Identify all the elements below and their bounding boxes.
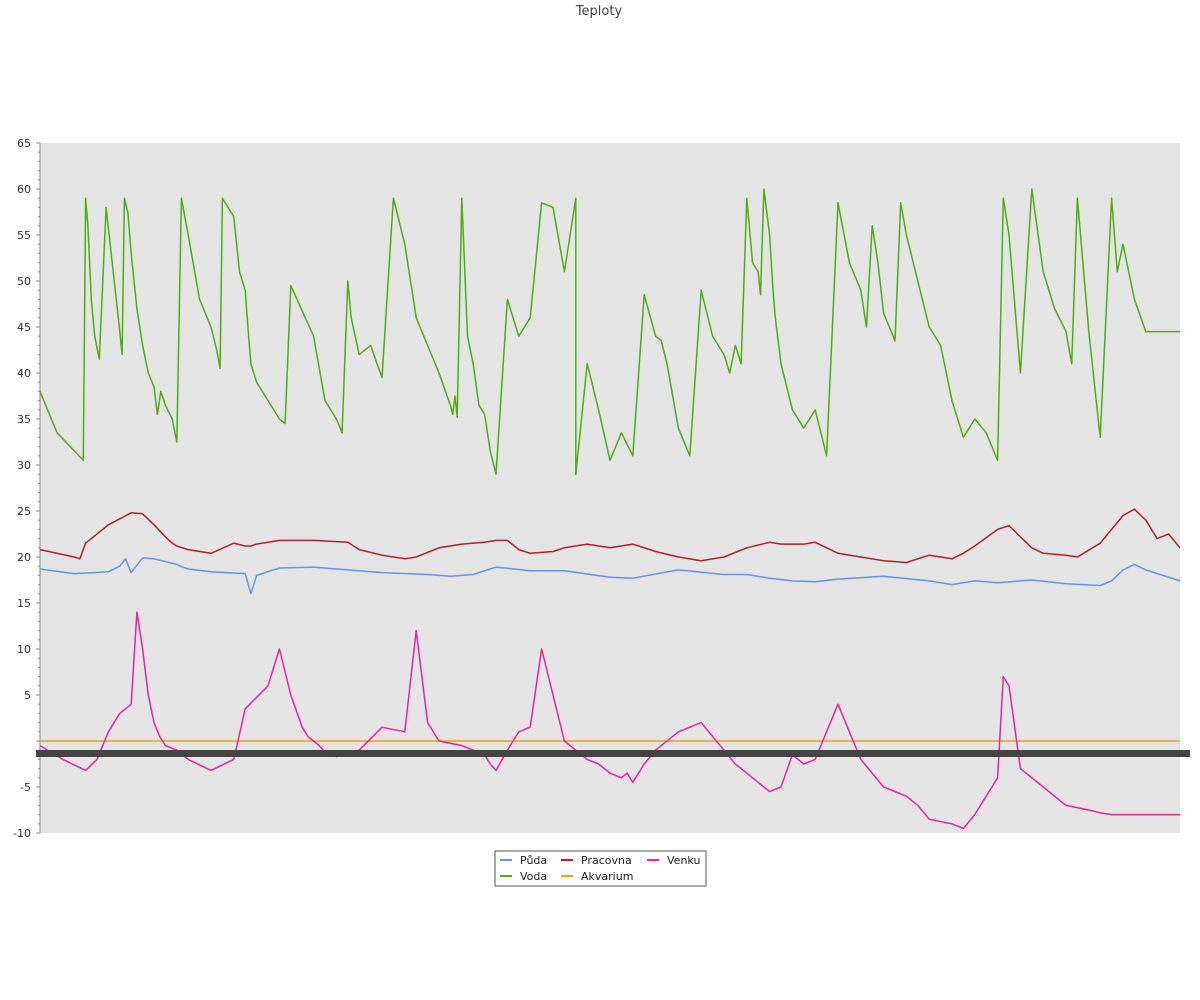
y-tick-label: 45 bbox=[17, 321, 31, 334]
y-tick-label: 65 bbox=[17, 137, 31, 150]
y-tick-label: -10 bbox=[13, 827, 31, 840]
y-tick-label: 50 bbox=[17, 275, 31, 288]
y-axis: 65 60 55 50 45 40 35 30 25 20 15 10 5 -5 -10 bbox=[13, 137, 41, 840]
y-tick-label: 5 bbox=[24, 689, 31, 702]
y-tick-label: 40 bbox=[17, 367, 31, 380]
x-axis-band bbox=[36, 750, 1190, 757]
series-line-voda bbox=[39, 188, 1180, 475]
series-line-venku bbox=[39, 611, 1180, 830]
plot-area bbox=[40, 143, 1180, 833]
y-tick-label: 55 bbox=[17, 229, 31, 242]
y-tick-label: 30 bbox=[17, 459, 31, 472]
legend-label: Pracovna bbox=[581, 854, 632, 867]
legend-box bbox=[494, 850, 707, 887]
y-tick-label: 60 bbox=[17, 183, 31, 196]
y-tick-label: 25 bbox=[17, 505, 31, 518]
y-tick-label: 20 bbox=[17, 551, 31, 564]
chart-title: Teploty bbox=[575, 4, 623, 19]
series-line-pracovna bbox=[39, 508, 1181, 564]
legend: Půda Pracovna Venku Voda Akvarium bbox=[494, 850, 707, 887]
series-line-půda bbox=[39, 557, 1181, 595]
series-layer bbox=[39, 188, 1181, 830]
y-tick-label: 15 bbox=[17, 597, 31, 610]
legend-label: Akvarium bbox=[581, 870, 633, 883]
legend-label: Voda bbox=[520, 870, 547, 883]
y-tick-label: 10 bbox=[17, 643, 31, 656]
legend-label: Venku bbox=[667, 854, 700, 867]
y-tick-label: -5 bbox=[20, 781, 31, 794]
legend-label: Půda bbox=[520, 854, 547, 867]
y-tick-label: 35 bbox=[17, 413, 31, 426]
